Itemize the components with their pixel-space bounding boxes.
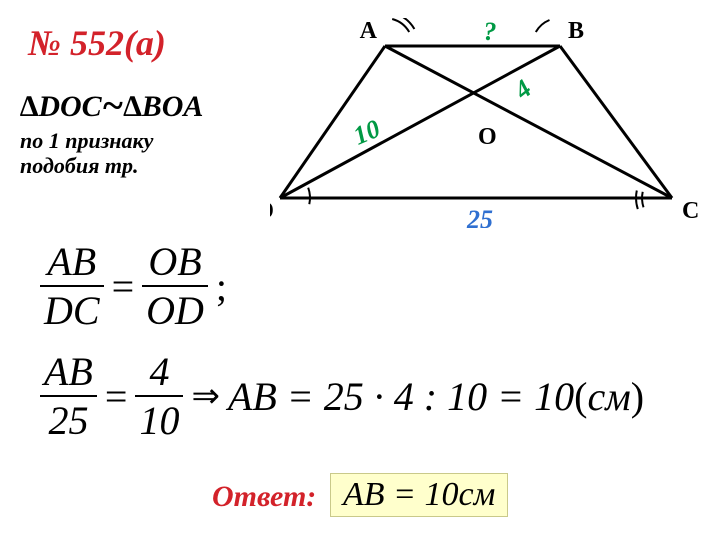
vertex-label-D: D [270, 198, 274, 224]
segment-label-1: 4 [508, 74, 537, 105]
problem-number: № 552(а) [28, 22, 166, 64]
reason-line2: подобия тр. [20, 153, 139, 178]
reason-line1: по 1 признаку [20, 128, 153, 153]
trapezoid-diagram: ABCDO?41025 [270, 18, 700, 228]
calc-result: AB = 25 · 4 : 10 = 10 [228, 373, 574, 420]
angle-arc-2 [642, 192, 643, 208]
vertex-label-B: B [568, 18, 584, 44]
angle-arc-1 [536, 20, 550, 32]
similarity-statement: ∆DOC~∆BOA [20, 82, 203, 126]
segment-label-3: 25 [466, 205, 493, 228]
angle-arc-3 [308, 188, 310, 205]
proportion-equation-1: ABDC=OBOD; [40, 238, 235, 334]
edge-BC [560, 46, 672, 198]
tilde-icon: ~ [102, 85, 124, 127]
sim-left: ∆DOC [20, 90, 102, 123]
answer-box: AB = 10см [330, 473, 508, 517]
similarity-reason: по 1 признакуподобия тр. [20, 128, 153, 179]
answer-label: Ответ: [212, 480, 316, 514]
vertex-label-A: A [360, 18, 378, 44]
angle-arc-2-outer [636, 191, 638, 210]
sim-right: ∆BOA [123, 90, 203, 123]
proportion-equation-2: AB25=410⇒ AB = 25 · 4 : 10 = 10(см) [40, 348, 644, 444]
edge-DB [280, 46, 560, 198]
vertex-label-C: C [682, 198, 699, 224]
segment-label-0: ? [484, 18, 497, 46]
edge-AC [385, 46, 672, 198]
vertex-label-O: O [478, 124, 497, 150]
